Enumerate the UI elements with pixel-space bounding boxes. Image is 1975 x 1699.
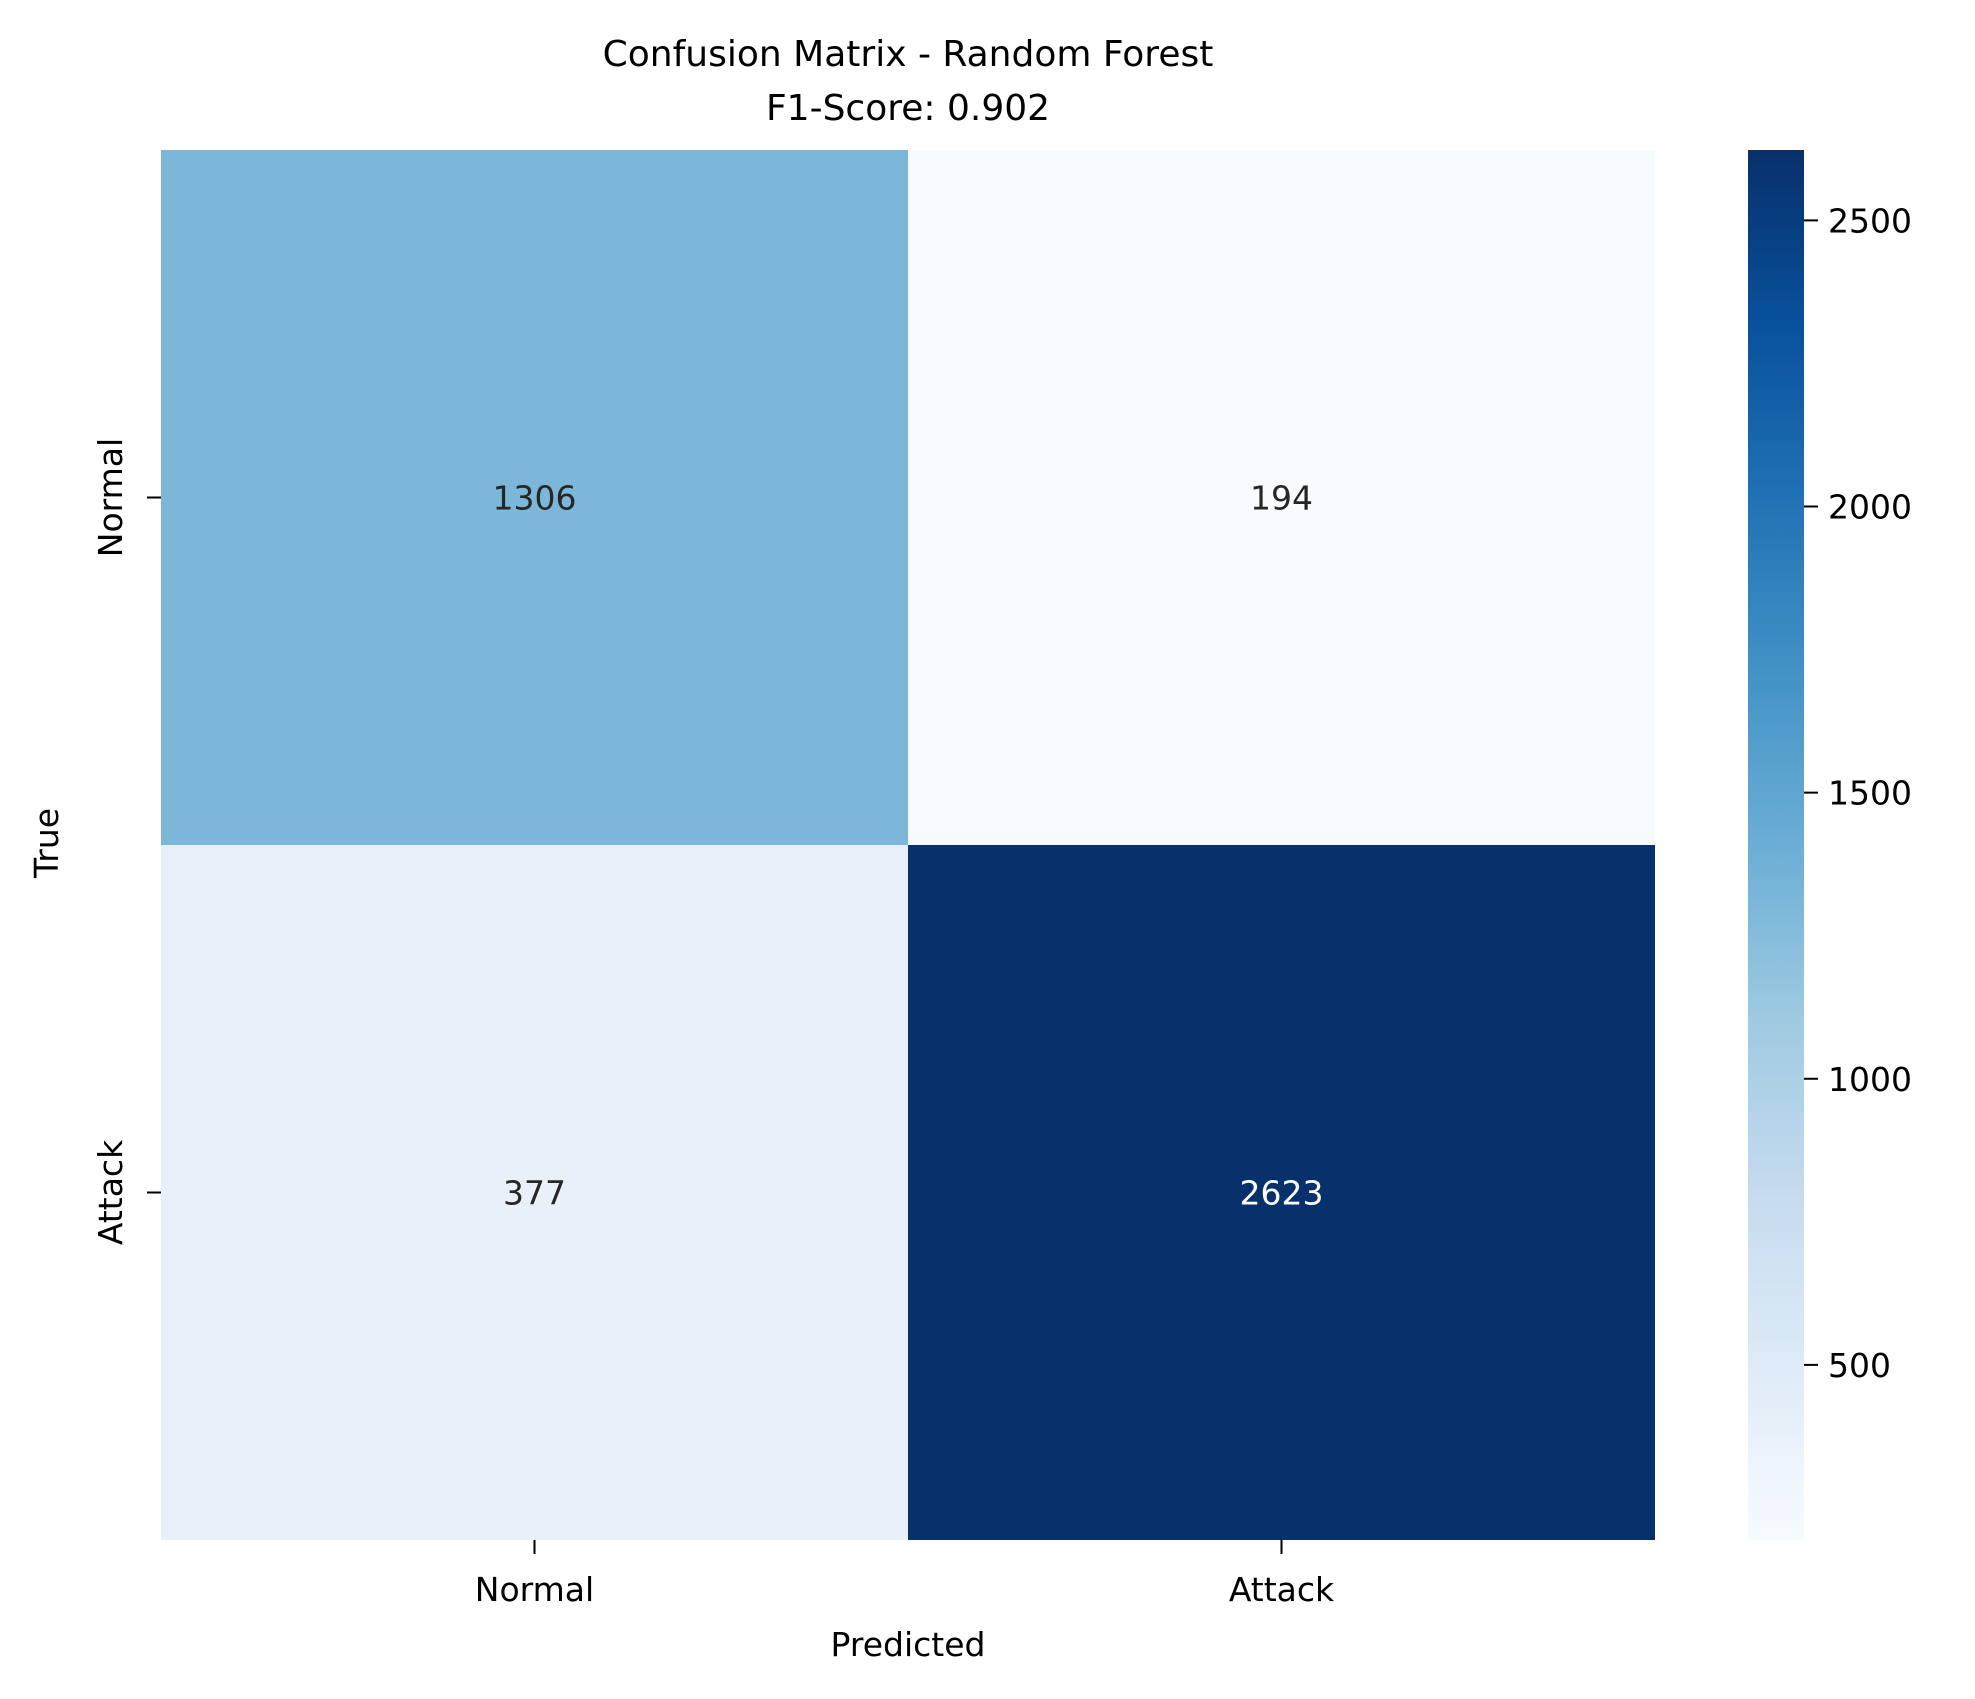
heatmap-cell xyxy=(161,845,908,1540)
y-tick-label: Attack xyxy=(91,1139,130,1245)
x-tick-label: Normal xyxy=(475,1570,594,1609)
cell-value: 2623 xyxy=(1240,1174,1324,1213)
cell-value: 194 xyxy=(1250,479,1313,518)
colorbar-tick-label: 2500 xyxy=(1828,201,1912,240)
colorbar xyxy=(1748,150,1804,1540)
heatmap-cell xyxy=(908,845,1655,1540)
cell-annotations: 1306 194 377 2623 xyxy=(493,479,1324,1213)
colorbar-tick-label: 500 xyxy=(1828,1346,1891,1385)
chart-title: Confusion Matrix - Random Forest xyxy=(603,34,1214,75)
cell-value: 1306 xyxy=(493,479,577,518)
y-axis-label: True xyxy=(27,808,66,879)
colorbar-tick-label: 2000 xyxy=(1828,488,1912,527)
y-axis-ticks: Normal Attack xyxy=(91,438,161,1245)
heatmap-cell xyxy=(161,150,908,845)
y-tick-label: Normal xyxy=(91,438,130,557)
colorbar-tick-label: 1000 xyxy=(1828,1060,1912,1099)
colorbar-tick-label: 1500 xyxy=(1828,774,1912,813)
cell-value: 377 xyxy=(503,1174,566,1213)
x-axis-label: Predicted xyxy=(831,1625,986,1664)
x-axis-ticks: Normal Attack xyxy=(475,1540,1335,1609)
x-tick-label: Attack xyxy=(1229,1570,1335,1609)
heatmap-cell xyxy=(908,150,1655,845)
colorbar-ticks: 500 1000 1500 2000 2500 xyxy=(1804,201,1912,1385)
chart-subtitle: F1-Score: 0.902 xyxy=(766,88,1050,129)
heatmap-cells xyxy=(161,150,1655,1540)
